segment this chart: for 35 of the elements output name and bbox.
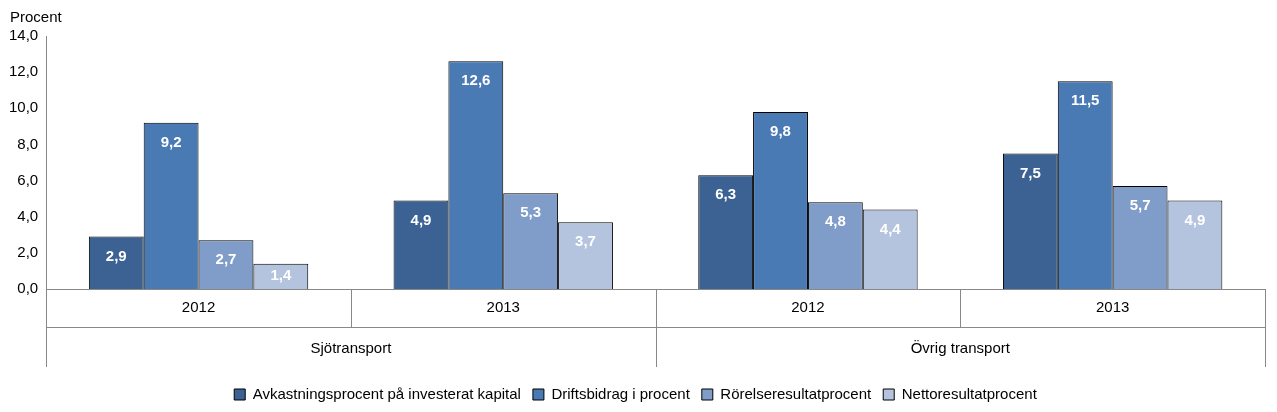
y-tick-label: 2,0 (17, 243, 39, 260)
data-label: 4,9 (410, 210, 432, 228)
legend-label: Avkastningsprocent på investerat kapital (252, 384, 521, 402)
y-axis-title: Procent (10, 8, 63, 26)
data-label: 9,2 (160, 132, 182, 150)
x-tick-label: 2012 (791, 298, 825, 316)
data-label: 5,7 (1129, 196, 1151, 214)
x-tick-label: 2013 (1095, 298, 1130, 316)
legend-label: Rörelseresultatprocent (720, 384, 873, 402)
data-label: 11,5 (1071, 91, 1100, 109)
y-tick-label: 6,0 (17, 170, 39, 188)
data-label: 2,9 (105, 246, 127, 264)
data-label: 4,8 (824, 212, 846, 230)
legend-label: Driftsbidrag i procent (551, 384, 691, 402)
text: Sjötransport (310, 339, 393, 357)
data-label: 2,7 (215, 250, 237, 268)
y-tick-label: 12,0 (8, 62, 39, 80)
y-tick-label: 8,0 (17, 134, 39, 152)
data-label: 6,3 (715, 185, 737, 203)
data-label: 7,5 (1019, 163, 1041, 181)
y-tick-label: 4,0 (17, 206, 39, 224)
data-label: 12,6 (461, 71, 491, 89)
y-tick-label: 0,0 (17, 279, 39, 297)
text: Övrig transport (910, 339, 1011, 357)
data-label: 1,4 (270, 266, 292, 284)
data-label: 4,4 (879, 219, 902, 237)
x-tick-label: 2012 (181, 298, 216, 316)
data-label: 5,3 (520, 203, 542, 221)
y-tick-label: 10,0 (8, 98, 39, 116)
data-label: 9,8 (770, 122, 791, 140)
legend-label: Nettoresultatprocent (901, 384, 1038, 402)
data-label: 4,9 (1184, 210, 1206, 228)
y-tick-label: 14,0 (8, 26, 39, 44)
data-label: 3,7 (575, 232, 596, 250)
x-tick-label: 2013 (486, 298, 520, 316)
